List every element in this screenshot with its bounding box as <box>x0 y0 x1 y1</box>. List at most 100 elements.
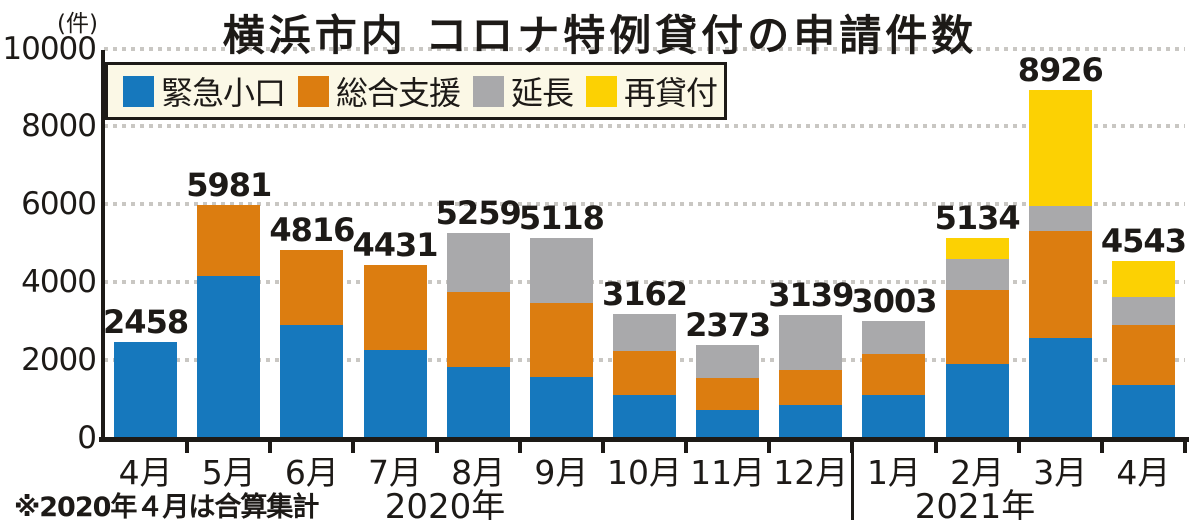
x-axis-month-label: 1月 <box>866 453 921 492</box>
x-axis-month-label: 9月 <box>534 453 589 492</box>
bar-total-label: 2373 <box>685 306 771 345</box>
bar-segment-series3 <box>945 237 1009 259</box>
chart-footnote: ※2020年４月は合算集計 <box>14 492 319 520</box>
chart-legend: 緊急小口 総合支援 延長 再貸付 <box>105 62 727 120</box>
legend-swatch-emergency-loan <box>123 75 154 107</box>
x-axis-tick <box>268 441 273 453</box>
bar-total-label: 4431 <box>352 226 439 265</box>
gridline-6000 <box>104 202 1185 207</box>
bar-segment-series1 <box>363 265 427 350</box>
bar-total-label: 5259 <box>435 193 522 232</box>
x-axis-tick <box>684 441 689 453</box>
legend-label-extension: 延長 <box>511 74 574 112</box>
x-axis-tick <box>933 441 938 453</box>
bar-segment-series0 <box>945 363 1009 438</box>
bar-segment-series1 <box>1028 231 1092 339</box>
bar-segment-series2 <box>779 315 843 370</box>
y-axis-tick-label: 4000 <box>21 263 97 300</box>
bar-segment-series0 <box>197 276 261 438</box>
year-group-divider <box>851 443 854 520</box>
y-axis-tick-label: 0 <box>77 419 97 456</box>
bar-segment-series0 <box>529 376 593 438</box>
bar-segment-series3 <box>1028 90 1092 207</box>
legend-swatch-extension <box>473 75 505 107</box>
bar-total-label: 3162 <box>601 275 688 314</box>
x-axis-month-label: 2月 <box>950 453 1005 492</box>
bar-segment-series2 <box>862 320 926 355</box>
bar-total-label: 5118 <box>518 199 605 238</box>
x-axis-line <box>99 437 1189 442</box>
legend-label-relending: 再貸付 <box>624 74 718 112</box>
bar-segment-series2 <box>1111 296 1175 325</box>
bar-total-label: 5134 <box>934 198 1021 237</box>
x-axis-tick <box>1183 441 1187 453</box>
x-axis-tick <box>434 441 439 453</box>
y-axis-tick-label: 6000 <box>21 186 97 223</box>
legend-item-comprehensive-support: 総合支援 <box>298 68 461 114</box>
bar-segment-series1 <box>862 354 926 396</box>
bar-segment-series0 <box>613 395 676 438</box>
bar-total-label: 8926 <box>1017 51 1104 90</box>
x-axis-month-label: 10月 <box>606 453 682 492</box>
bar-segment-series0 <box>1111 384 1175 438</box>
bar-segment-series1 <box>613 350 676 396</box>
bar-segment-series2 <box>696 345 760 378</box>
bar-segment-series1 <box>280 250 344 325</box>
x-axis-month-label: 4月 <box>118 453 173 492</box>
gridline-8000 <box>104 124 1185 129</box>
bar-segment-series1 <box>945 289 1009 364</box>
bar-segment-series1 <box>696 377 760 410</box>
y-axis-tick-label: 2000 <box>21 341 97 378</box>
bar-segment-series2 <box>529 238 593 304</box>
bar-segment-series1 <box>1111 324 1175 385</box>
chart-title: 横浜市内 コロナ特例貸付の申請件数 <box>222 11 978 60</box>
bar-total-label: 4816 <box>269 211 355 250</box>
x-axis-month-label: 6月 <box>284 453 339 492</box>
year-label-2020: 2020年 <box>384 487 506 520</box>
x-axis-month-label: 12月 <box>773 453 849 492</box>
bar-total-label: 3139 <box>768 276 854 315</box>
bar-total-label: 2458 <box>103 302 189 341</box>
gridline-4000 <box>104 279 1185 284</box>
x-axis-month-label: 7月 <box>368 453 423 492</box>
legend-swatch-comprehensive-support <box>298 75 330 107</box>
legend-swatch-relending <box>586 75 618 107</box>
x-axis-tick <box>351 441 356 453</box>
year-label-2021: 2021年 <box>914 487 1036 520</box>
y-axis-tick-label: 8000 <box>21 108 97 145</box>
bar-segment-series2 <box>613 314 676 351</box>
x-axis-tick <box>600 441 605 453</box>
bar-total-label: 3003 <box>851 281 937 320</box>
bar-segment-series2 <box>945 258 1009 290</box>
bar-segment-series0 <box>446 367 510 438</box>
bar-segment-series1 <box>779 370 843 405</box>
gridline-10000 <box>104 46 1185 51</box>
bar-segment-series3 <box>1111 260 1175 297</box>
bar-segment-series0 <box>779 405 843 438</box>
x-axis-month-label: 3月 <box>1033 453 1088 492</box>
x-axis-tick <box>1016 441 1021 453</box>
x-axis-tick <box>850 441 855 453</box>
legend-item-relending: 再貸付 <box>586 68 718 114</box>
bar-segment-series0 <box>114 341 178 438</box>
bar-segment-series0 <box>280 324 344 438</box>
bar-segment-series1 <box>197 204 261 277</box>
legend-item-emergency-loan: 緊急小口 <box>123 68 286 114</box>
bar-segment-series2 <box>1028 206 1092 232</box>
bar-segment-series2 <box>446 232 510 292</box>
bar-segment-series0 <box>862 395 926 438</box>
bar-segment-series0 <box>696 409 760 438</box>
x-axis-tick <box>517 441 522 453</box>
x-axis-month-label: 11月 <box>690 453 766 492</box>
bar-segment-series0 <box>363 349 427 438</box>
x-axis-tick <box>1099 441 1104 453</box>
bar-segment-series1 <box>446 292 510 368</box>
bar-segment-series0 <box>1028 338 1092 438</box>
legend-label-comprehensive-support: 総合支援 <box>336 74 461 112</box>
bar-total-label: 4543 <box>1100 221 1187 260</box>
x-axis-tick <box>185 441 190 453</box>
x-axis-month-label: 4月 <box>1116 453 1171 492</box>
legend-label-emergency-loan: 緊急小口 <box>161 74 286 112</box>
bar-segment-series1 <box>529 303 593 377</box>
